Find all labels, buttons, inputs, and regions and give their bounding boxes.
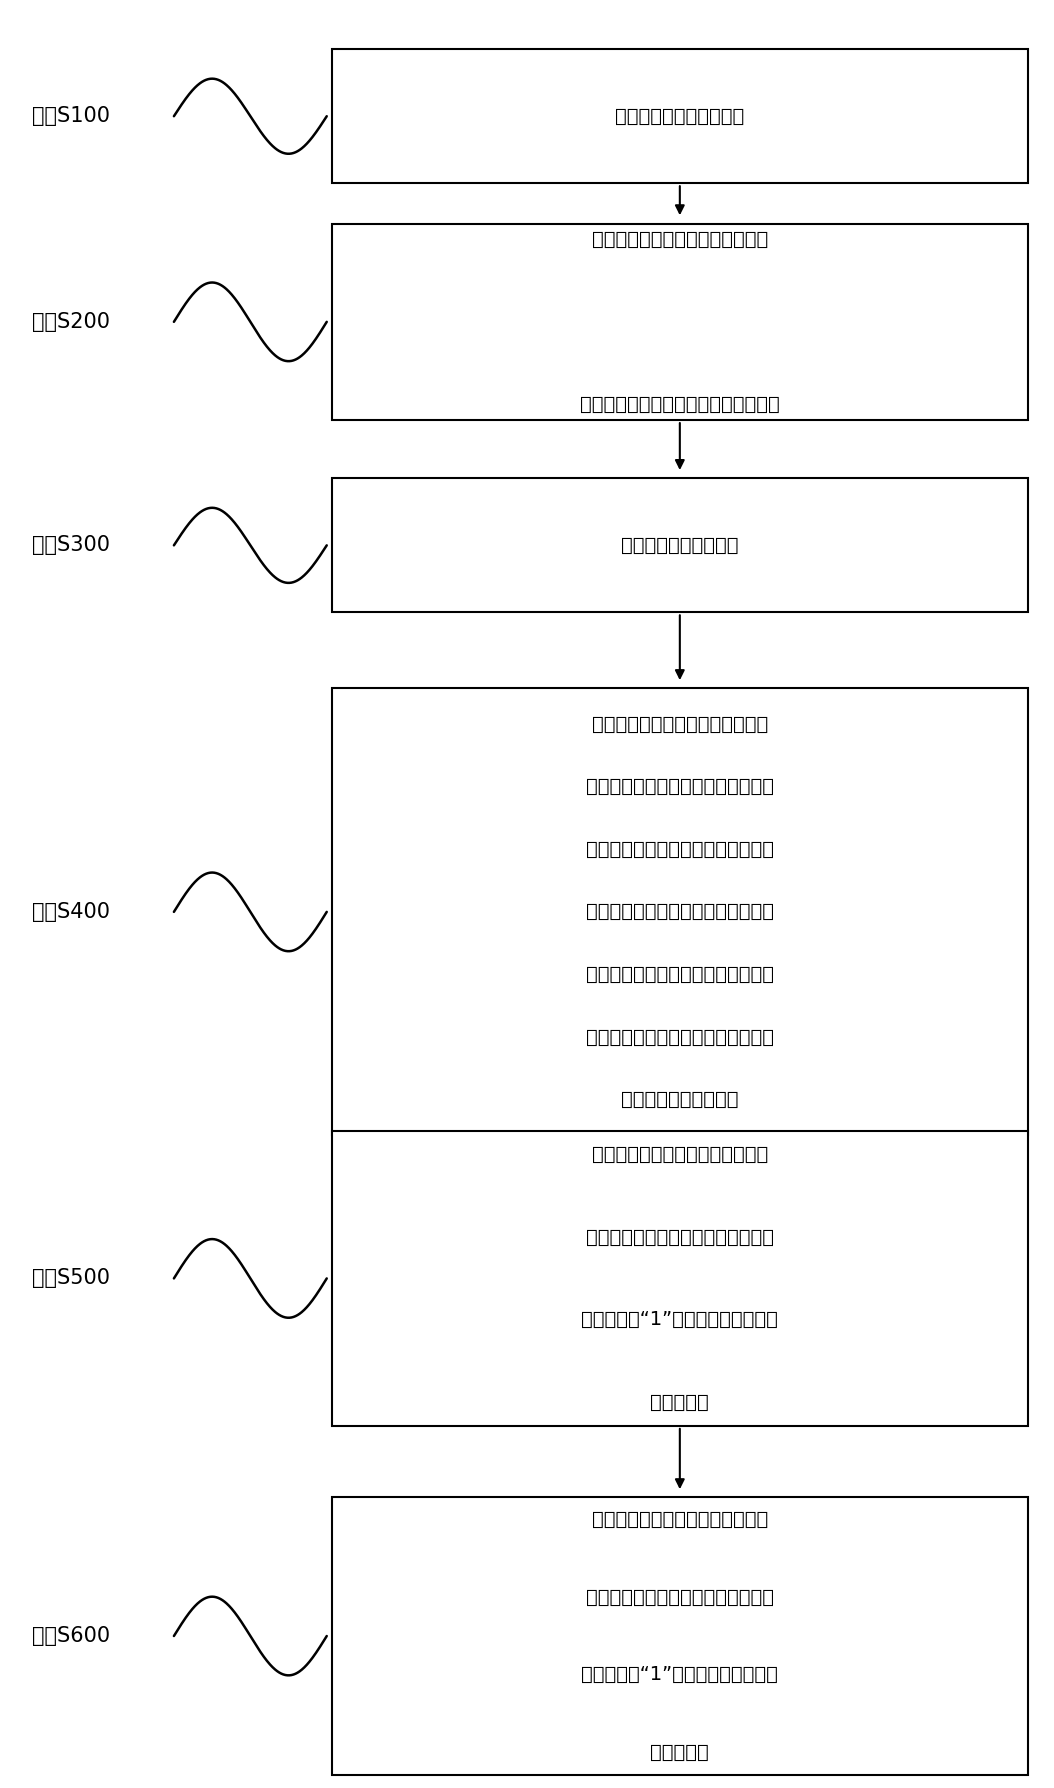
Text: 一个参考时钟信号计数值和溢出标记。: 一个参考时钟信号计数值和溢出标记。 bbox=[580, 395, 780, 415]
Text: 步骤S100: 步骤S100 bbox=[32, 105, 110, 127]
Text: 否为最小值进行判断。: 否为最小值进行判断。 bbox=[621, 1091, 739, 1109]
Text: 间窗口的长度参数过大，所述被测时: 间窗口的长度参数过大，所述被测时 bbox=[586, 778, 774, 796]
Text: 数为最大值: 数为最大值 bbox=[650, 1743, 709, 1761]
Text: 启动一次时钟频率测算电路，得到: 启动一次时钟频率测算电路，得到 bbox=[591, 229, 768, 249]
Text: 计数有效，则判断参考时钟计数器最: 计数有效，则判断参考时钟计数器最 bbox=[586, 1588, 774, 1607]
Text: 步骤S300: 步骤S300 bbox=[32, 535, 110, 556]
Bar bbox=[332, 48, 1028, 182]
Text: ，而后对当前时间窗口的长度参数是: ，而后对当前时间窗口的长度参数是 bbox=[586, 1028, 774, 1046]
Text: 如果溢出标记有效，则表明当前时: 如果溢出标记有效，则表明当前时 bbox=[591, 715, 768, 733]
Text: 无法获得有效的参考时钟有效计数值: 无法获得有效的参考时钟有效计数值 bbox=[586, 966, 774, 983]
Text: 如果溢出标记无效，表明参考时钟: 如果溢出标记无效，表明参考时钟 bbox=[591, 1144, 768, 1164]
Text: ，超出参考时钟计数电路计数范围，: ，超出参考时钟计数电路计数范围， bbox=[586, 903, 774, 921]
Bar bbox=[332, 1498, 1028, 1774]
Text: 步骤S600: 步骤S600 bbox=[32, 1625, 110, 1647]
Text: 判断溢出标记是否有效: 判断溢出标记是否有效 bbox=[621, 536, 739, 554]
Text: 数为最大值: 数为最大值 bbox=[650, 1393, 709, 1413]
Text: 步骤S400: 步骤S400 bbox=[32, 901, 110, 923]
Bar bbox=[332, 479, 1028, 611]
Text: 计数有效，则判断参考时钟计数器最: 计数有效，则判断参考时钟计数器最 bbox=[586, 1228, 774, 1246]
Bar bbox=[332, 1132, 1028, 1427]
Text: 高位是否为“1”或时间窗口的长度参: 高位是否为“1”或时间窗口的长度参 bbox=[582, 1311, 778, 1328]
Bar bbox=[332, 688, 1028, 1135]
Text: 步骤S200: 步骤S200 bbox=[32, 311, 110, 333]
Text: 高位是否为“1”或时间窗口的长度参: 高位是否为“1”或时间窗口的长度参 bbox=[582, 1665, 778, 1684]
Text: 钟计数电路产生的时间窗口信号太宽: 钟计数电路产生的时间窗口信号太宽 bbox=[586, 840, 774, 858]
Text: 如果溢出标记无效，表明参考时钟: 如果溢出标记无效，表明参考时钟 bbox=[591, 1511, 768, 1529]
Bar bbox=[332, 224, 1028, 420]
Text: 选择时间窗口的长度参数: 选择时间窗口的长度参数 bbox=[616, 107, 744, 125]
Text: 步骤S500: 步骤S500 bbox=[32, 1268, 110, 1289]
